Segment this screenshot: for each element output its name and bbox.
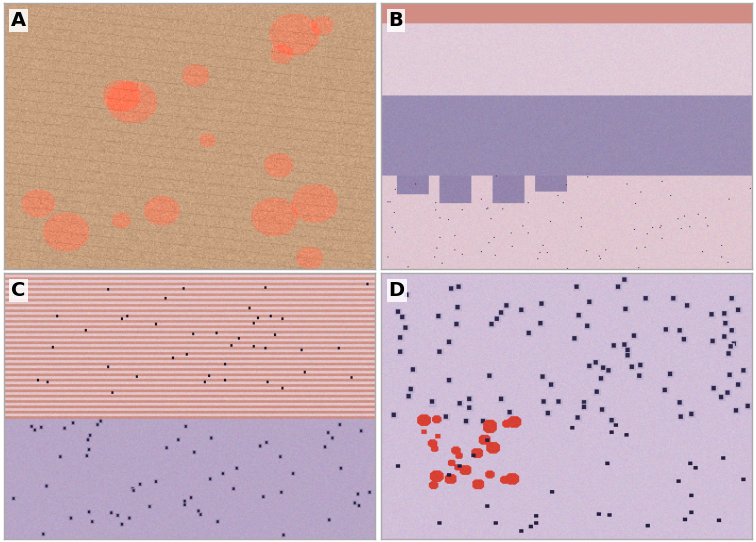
Text: A: A (11, 11, 26, 30)
Text: D: D (389, 281, 404, 300)
Text: B: B (389, 11, 403, 30)
Text: C: C (11, 281, 26, 300)
